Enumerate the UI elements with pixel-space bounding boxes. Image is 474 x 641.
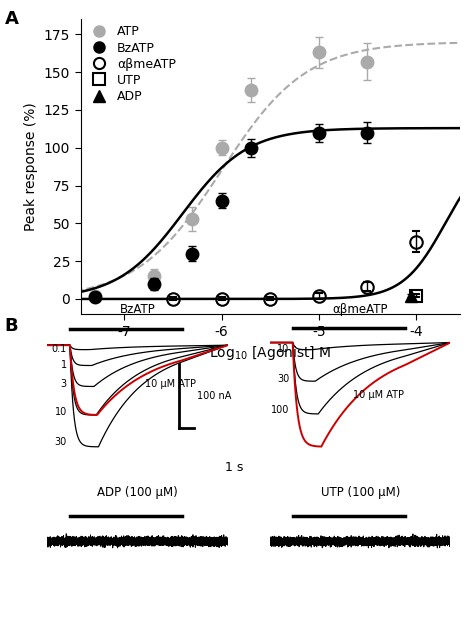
- Y-axis label: Peak response (%): Peak response (%): [24, 103, 38, 231]
- Title: ADP (100 μM): ADP (100 μM): [97, 486, 178, 499]
- Title: UTP (100 μM): UTP (100 μM): [320, 486, 400, 499]
- Text: 10 μM ATP: 10 μM ATP: [353, 390, 404, 399]
- Title: αβmeATP: αβmeATP: [332, 303, 388, 316]
- Text: B: B: [5, 317, 18, 335]
- Text: A: A: [5, 10, 18, 28]
- Text: 1 s: 1 s: [226, 461, 244, 474]
- Legend: ATP, BzATP, αβmeATP, UTP, ADP: ATP, BzATP, αβmeATP, UTP, ADP: [87, 26, 176, 103]
- X-axis label: Log$_{10}$ [Agonist] M: Log$_{10}$ [Agonist] M: [209, 344, 331, 362]
- Text: 30: 30: [277, 374, 290, 385]
- Text: 100 nA: 100 nA: [198, 391, 232, 401]
- Text: 100: 100: [271, 405, 290, 415]
- Text: 1: 1: [61, 360, 67, 369]
- Text: 0.1: 0.1: [52, 344, 67, 354]
- Text: 10: 10: [277, 344, 290, 354]
- Text: 10 μM ATP: 10 μM ATP: [145, 379, 196, 388]
- Title: BzATP: BzATP: [119, 303, 155, 316]
- Text: 3: 3: [61, 379, 67, 390]
- Text: 10: 10: [55, 406, 67, 417]
- Text: 30: 30: [55, 437, 67, 447]
